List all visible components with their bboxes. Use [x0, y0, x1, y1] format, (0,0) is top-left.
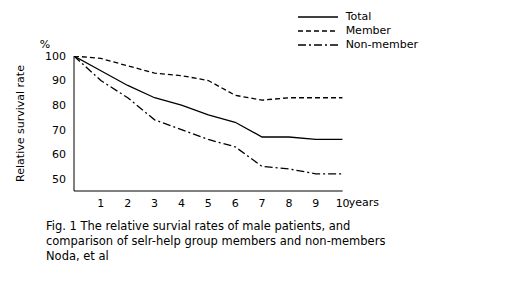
svg-text:4: 4: [178, 197, 185, 210]
svg-text:3: 3: [151, 197, 158, 210]
svg-text:90: 90: [52, 74, 66, 87]
svg-text:2: 2: [124, 197, 131, 210]
svg-text:years: years: [349, 196, 380, 209]
svg-text:1: 1: [97, 197, 104, 210]
svg-text:8: 8: [285, 197, 292, 210]
html-text:Non-member: Non-member: [345, 38, 418, 51]
html-text:Fig. 1 The relative survial ra: Fig. 1 The relative survial rates of mal…: [46, 219, 386, 263]
svg-text:5: 5: [205, 197, 212, 210]
svg-text:7: 7: [259, 197, 266, 210]
html-text:Member: Member: [345, 24, 391, 37]
svg-text:6: 6: [232, 197, 239, 210]
html-text:Total: Total: [345, 10, 372, 23]
svg-text:9: 9: [312, 197, 319, 210]
svg-text:Relative survival rate: Relative survival rate: [14, 65, 27, 182]
svg-text:60: 60: [52, 148, 66, 161]
svg-text:10: 10: [336, 197, 350, 210]
svg-text:80: 80: [52, 99, 66, 112]
svg-text:70: 70: [52, 124, 66, 137]
svg-text:50: 50: [52, 173, 66, 186]
svg-text:100: 100: [45, 50, 66, 63]
svg-text:%: %: [40, 38, 50, 51]
